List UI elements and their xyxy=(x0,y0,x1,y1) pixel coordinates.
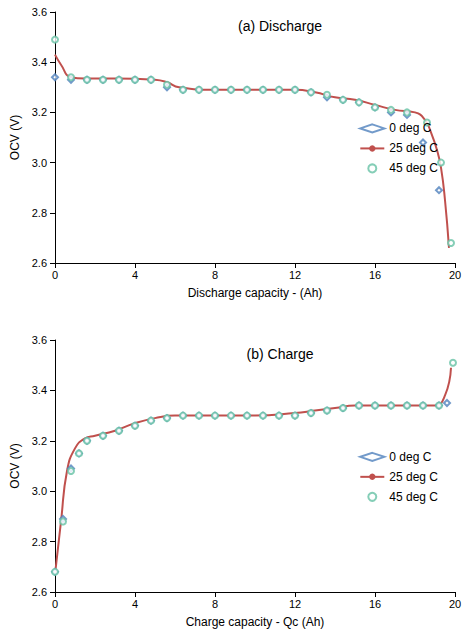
svg-text:2.8: 2.8 xyxy=(32,207,47,219)
svg-text:3.0: 3.0 xyxy=(32,485,47,497)
svg-text:25 deg C: 25 deg C xyxy=(389,470,438,484)
svg-text:8: 8 xyxy=(212,598,218,610)
svg-text:(b) Charge: (b) Charge xyxy=(247,346,314,362)
svg-text:8: 8 xyxy=(212,269,218,281)
svg-text:3.0: 3.0 xyxy=(32,157,47,169)
svg-text:Charge capacity - Qc (Ah): Charge capacity - Qc (Ah) xyxy=(186,615,325,629)
svg-text:20: 20 xyxy=(449,269,461,281)
svg-text:4: 4 xyxy=(132,269,138,281)
svg-text:3.4: 3.4 xyxy=(32,56,47,68)
svg-text:3.4: 3.4 xyxy=(32,384,47,396)
svg-text:3.2: 3.2 xyxy=(32,106,47,118)
svg-text:2.6: 2.6 xyxy=(32,586,47,598)
svg-text:45 deg C: 45 deg C xyxy=(389,490,438,504)
svg-text:0: 0 xyxy=(52,269,58,281)
svg-text:25 deg C: 25 deg C xyxy=(389,141,438,155)
svg-text:(a) Discharge: (a) Discharge xyxy=(238,18,322,34)
svg-text:3.2: 3.2 xyxy=(32,435,47,447)
svg-text:20: 20 xyxy=(449,598,461,610)
svg-text:4: 4 xyxy=(132,598,138,610)
svg-text:12: 12 xyxy=(289,269,301,281)
svg-text:Discharge capacity - (Ah): Discharge capacity - (Ah) xyxy=(188,286,323,300)
svg-text:16: 16 xyxy=(369,269,381,281)
svg-text:45 deg C: 45 deg C xyxy=(389,161,438,175)
svg-text:16: 16 xyxy=(369,598,381,610)
svg-text:0 deg C: 0 deg C xyxy=(389,450,431,464)
svg-text:2.8: 2.8 xyxy=(32,536,47,548)
svg-text:0: 0 xyxy=(52,598,58,610)
svg-text:0 deg C: 0 deg C xyxy=(389,121,431,135)
svg-text:12: 12 xyxy=(289,598,301,610)
svg-text:2.6: 2.6 xyxy=(32,257,47,269)
svg-text:3.6: 3.6 xyxy=(32,6,47,18)
svg-text:OCV (V): OCV (V) xyxy=(8,115,22,160)
svg-text:3.6: 3.6 xyxy=(32,334,47,346)
svg-text:OCV (V): OCV (V) xyxy=(8,443,22,488)
